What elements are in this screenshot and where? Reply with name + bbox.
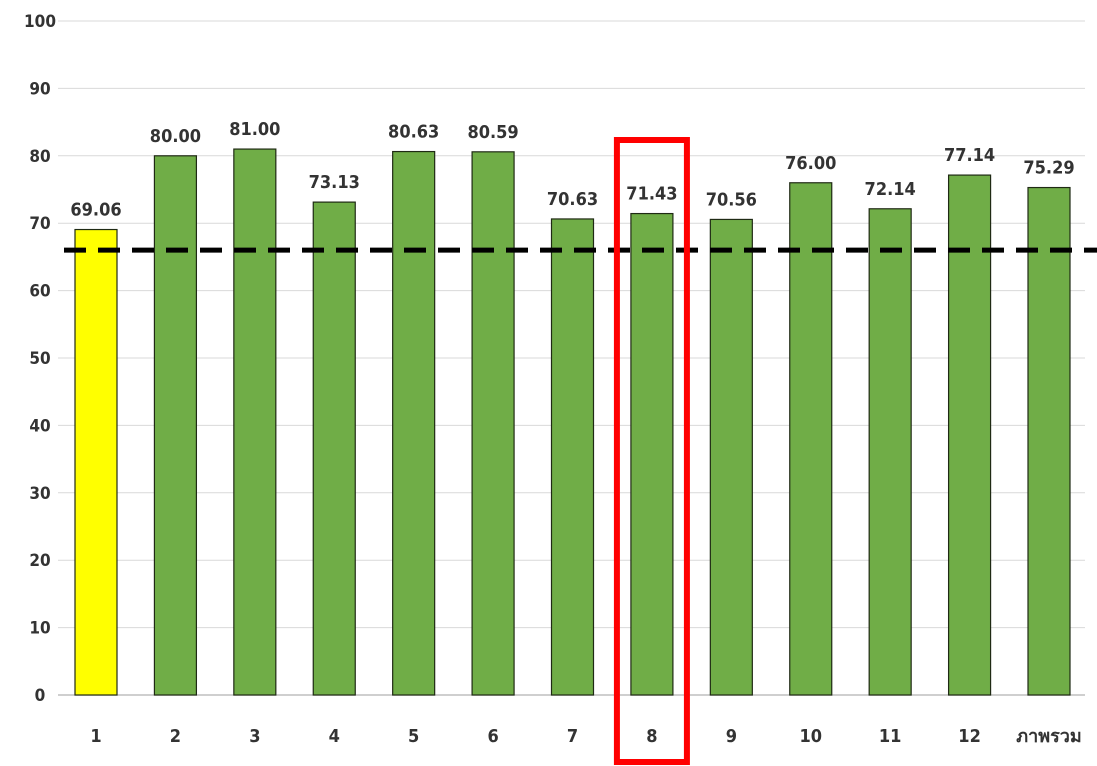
y-tick-label: 60 <box>29 282 50 302</box>
x-tick-label: 6 <box>487 726 498 747</box>
data-label: 69.06 <box>70 200 121 221</box>
data-label: 76.00 <box>785 153 836 174</box>
data-label: 80.00 <box>150 126 201 147</box>
bar <box>630 212 674 696</box>
bar <box>1027 186 1071 696</box>
data-label: 75.29 <box>1023 158 1074 179</box>
x-tick-label: 11 <box>879 726 902 747</box>
y-axis-tick-labels: 0 10 20 30 40 50 60 70 80 90 100 <box>24 12 56 706</box>
x-tick-label: 3 <box>249 726 260 747</box>
bars <box>74 148 1071 696</box>
highlight-group <box>613 137 690 765</box>
highlight-box <box>613 137 690 765</box>
x-tick-label: ภาพรวม <box>1016 726 1081 747</box>
x-tick-label: 4 <box>329 726 340 747</box>
y-tick-label: 10 <box>29 619 50 639</box>
x-tick-label: 1 <box>90 726 101 747</box>
y-tick-label: 90 <box>29 79 50 99</box>
y-tick-label: 40 <box>29 416 50 436</box>
bar <box>789 182 833 696</box>
bar <box>868 208 912 696</box>
bar <box>947 174 992 696</box>
data-labels: 69.06 80.00 81.00 73.13 80.63 80.59 70.63 71.43… <box>70 119 1074 220</box>
y-tick-label: 80 <box>29 147 50 167</box>
x-tick-label: 9 <box>726 726 737 747</box>
data-label: 72.14 <box>865 179 916 200</box>
x-tick-label: 7 <box>567 726 578 747</box>
data-label: 70.63 <box>547 189 598 210</box>
x-tick-label: 12 <box>958 726 981 747</box>
y-tick-label: 50 <box>29 349 50 369</box>
bar <box>709 218 753 696</box>
data-label: 70.56 <box>706 189 757 210</box>
bar <box>550 218 595 696</box>
x-tick-label: 5 <box>408 726 419 747</box>
x-tick-label: 8 <box>646 726 657 747</box>
x-tick-label: 10 <box>799 726 822 747</box>
data-label: 73.13 <box>309 172 360 193</box>
data-label: 77.14 <box>944 145 995 166</box>
data-label: 80.63 <box>388 122 439 143</box>
y-tick-label: 0 <box>35 686 46 706</box>
bar <box>471 151 515 696</box>
y-tick-label: 70 <box>29 214 50 234</box>
data-label: 71.43 <box>626 184 677 205</box>
data-label: 81.00 <box>229 119 280 140</box>
y-tick-label: 30 <box>29 484 50 504</box>
data-label: 80.59 <box>467 122 518 143</box>
bar <box>153 155 198 696</box>
bar <box>392 150 436 696</box>
bar <box>74 228 118 696</box>
bar <box>312 201 356 696</box>
bar <box>233 148 277 696</box>
x-axis-tick-labels: 1 2 3 4 5 6 7 8 9 10 11 12 ภาพรวม <box>90 726 1081 747</box>
y-tick-label: 100 <box>24 12 56 32</box>
x-tick-label: 2 <box>170 726 181 747</box>
y-tick-label: 20 <box>29 551 50 571</box>
